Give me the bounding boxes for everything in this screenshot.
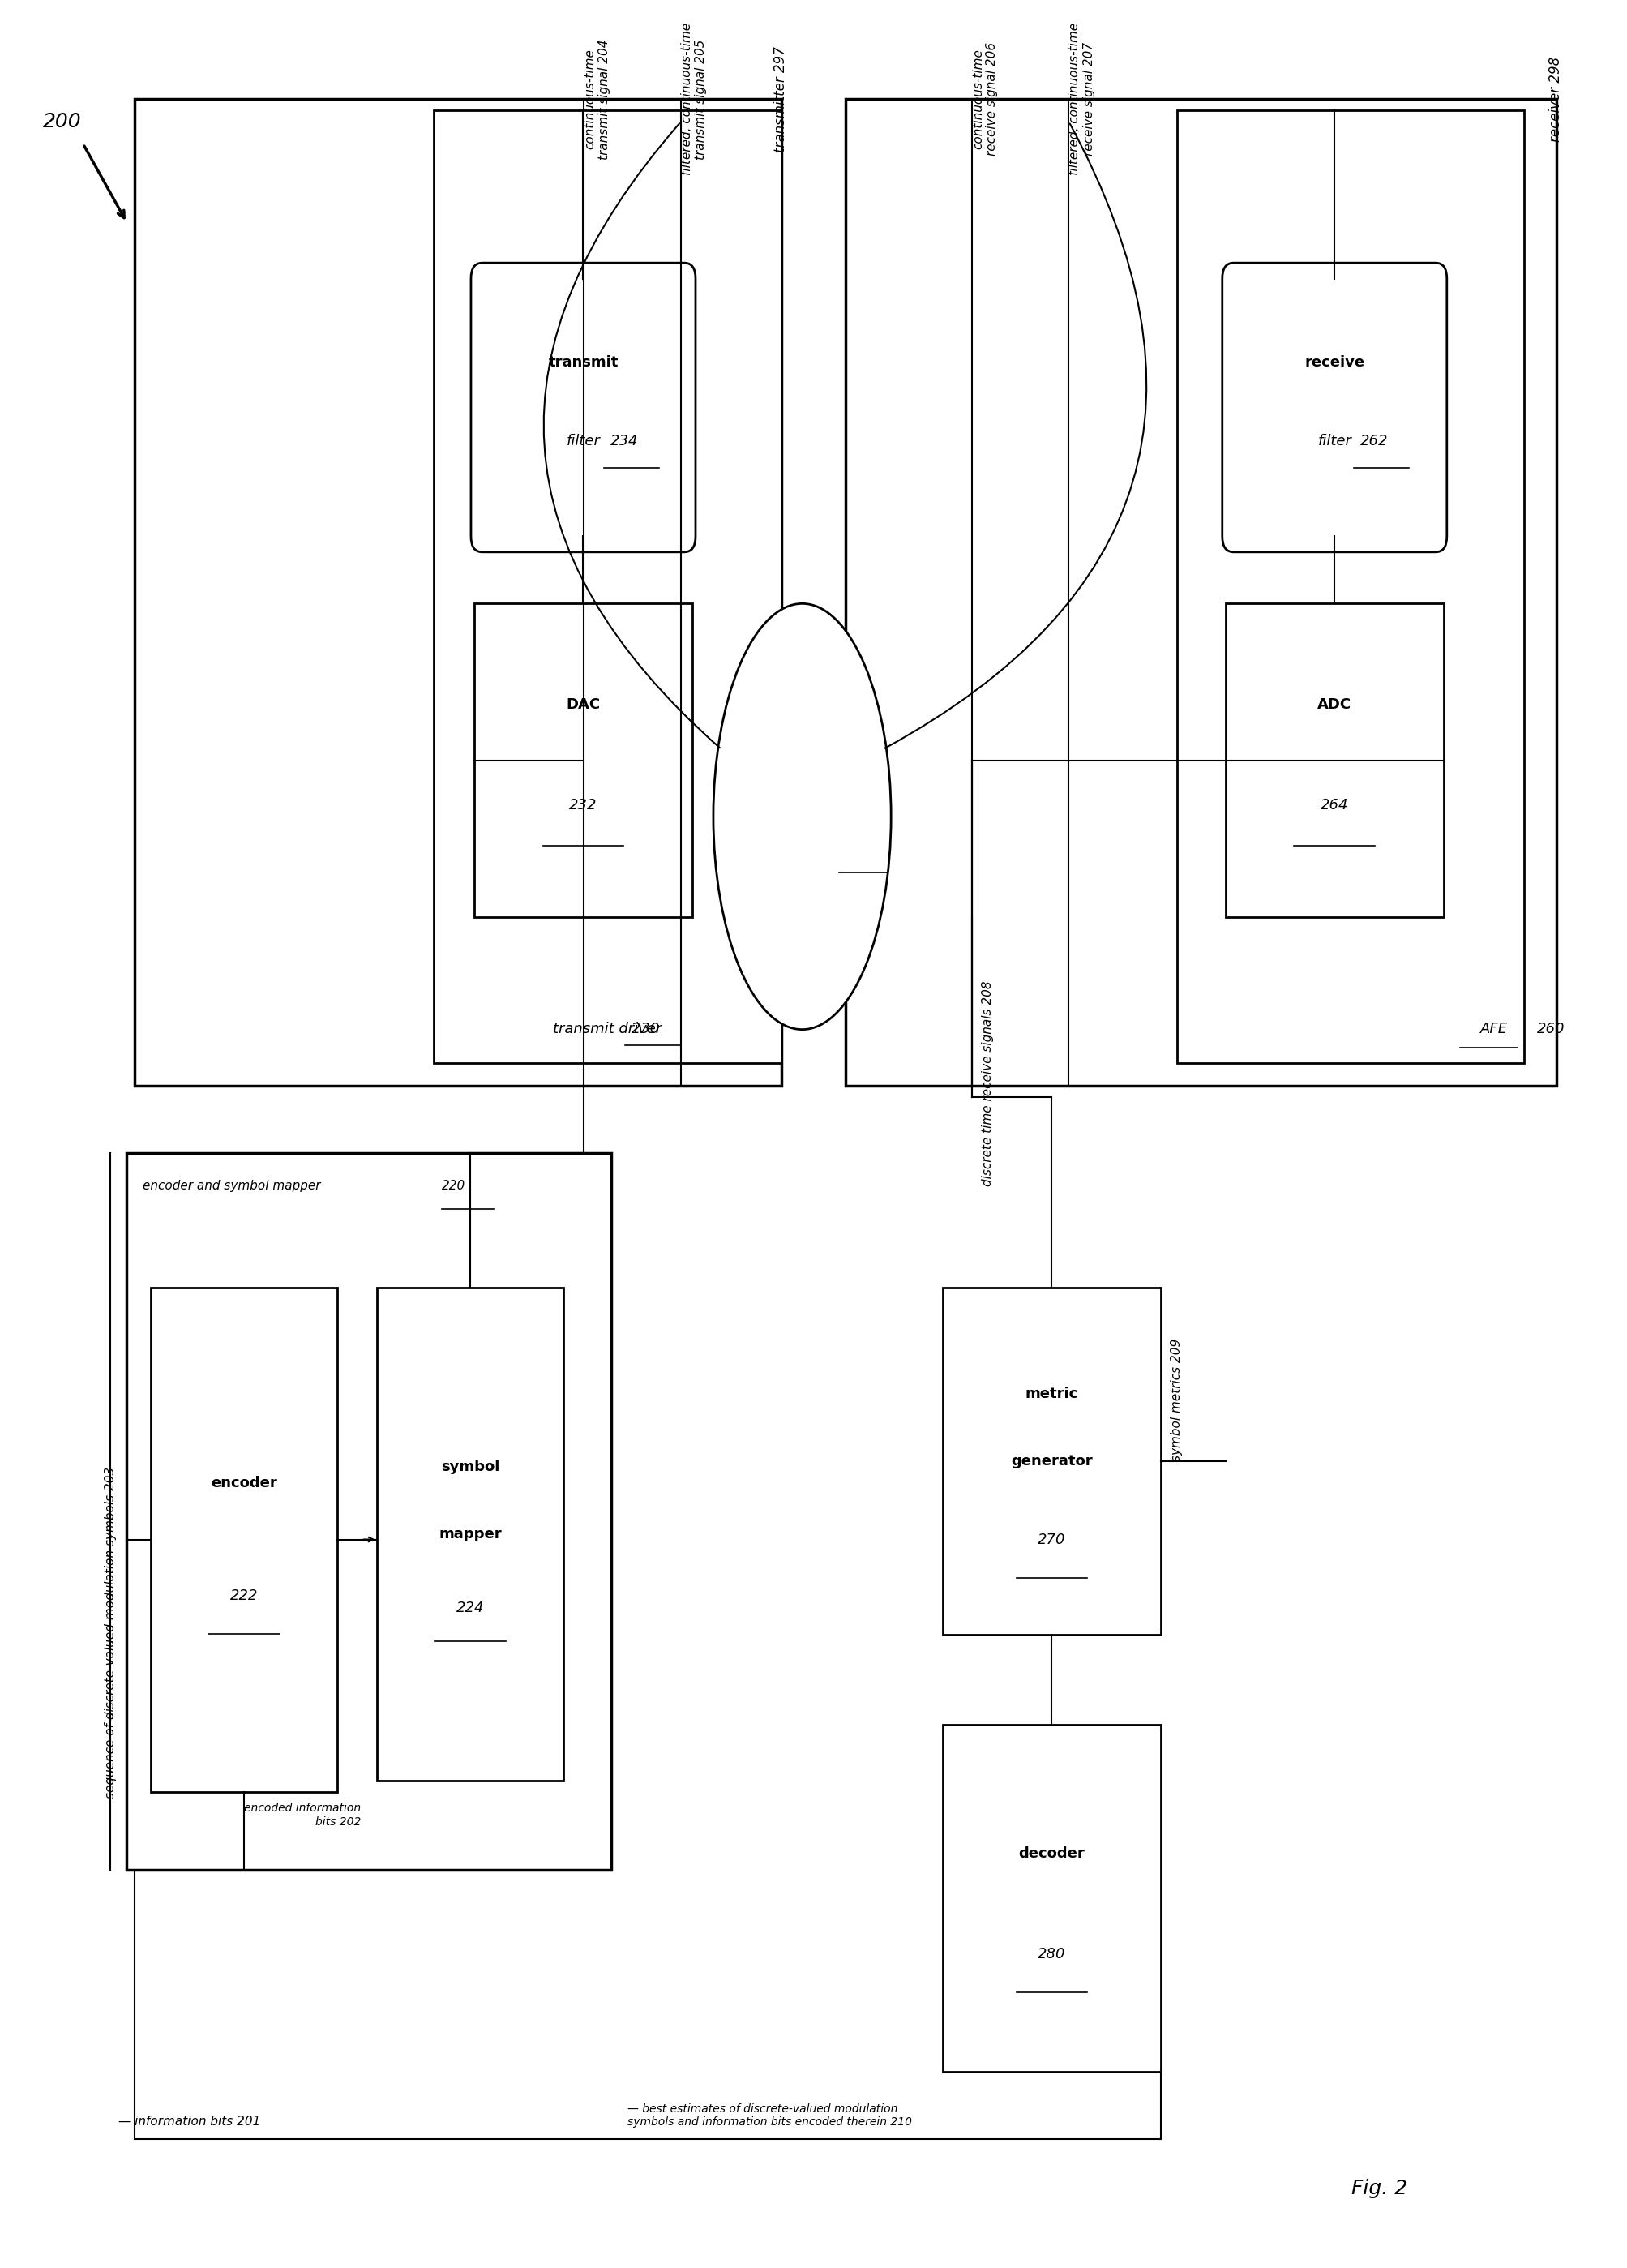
- Text: encoder: encoder: [212, 1476, 277, 1490]
- Text: 262: 262: [1360, 433, 1388, 449]
- FancyBboxPatch shape: [434, 111, 781, 1064]
- Text: sequence of discrete-valued modulation symbols 203: sequence of discrete-valued modulation s…: [104, 1467, 117, 1799]
- FancyBboxPatch shape: [942, 1288, 1162, 1635]
- Text: 280: 280: [1038, 1946, 1066, 1962]
- FancyBboxPatch shape: [377, 1288, 563, 1780]
- Ellipse shape: [713, 603, 892, 1030]
- Text: 224: 224: [456, 1601, 485, 1615]
- Text: receive: receive: [1305, 356, 1365, 370]
- Text: — information bits 201: — information bits 201: [119, 2116, 260, 2127]
- Text: ADC: ADC: [1318, 696, 1352, 712]
- FancyBboxPatch shape: [1222, 263, 1446, 551]
- Text: DAC: DAC: [566, 696, 600, 712]
- Text: 200: 200: [42, 111, 81, 132]
- Text: receiver 298: receiver 298: [1549, 57, 1564, 143]
- Text: filter: filter: [1318, 433, 1352, 449]
- Text: channel: channel: [778, 844, 827, 857]
- Text: transmitter 297: transmitter 297: [773, 45, 787, 152]
- Text: 260: 260: [1538, 1021, 1565, 1036]
- Text: encoder and symbol mapper: encoder and symbol mapper: [143, 1179, 321, 1193]
- Text: symbol metrics 209: symbol metrics 209: [1171, 1338, 1183, 1461]
- Text: 299: 299: [843, 844, 866, 857]
- FancyBboxPatch shape: [470, 263, 696, 551]
- FancyBboxPatch shape: [473, 603, 693, 919]
- Text: 264: 264: [1321, 798, 1349, 812]
- Text: 232: 232: [569, 798, 597, 812]
- FancyBboxPatch shape: [127, 1152, 612, 1871]
- Text: encoded information
bits 202: encoded information bits 202: [244, 1803, 361, 1828]
- FancyBboxPatch shape: [1176, 111, 1524, 1064]
- Text: generator: generator: [1010, 1454, 1093, 1467]
- Text: 270: 270: [1038, 1533, 1066, 1547]
- FancyBboxPatch shape: [135, 100, 781, 1086]
- Text: decoder: decoder: [1019, 1846, 1085, 1860]
- Text: AFE: AFE: [1481, 1021, 1508, 1036]
- FancyBboxPatch shape: [846, 100, 1557, 1086]
- Text: communication: communication: [748, 778, 856, 789]
- FancyBboxPatch shape: [151, 1288, 337, 1792]
- FancyBboxPatch shape: [942, 1724, 1162, 2073]
- Text: filtered, continuous-time
receive signal 207: filtered, continuous-time receive signal…: [1069, 23, 1095, 175]
- FancyBboxPatch shape: [1225, 603, 1443, 919]
- Text: filter: filter: [566, 433, 600, 449]
- Text: continuous-time
transmit signal 204: continuous-time transmit signal 204: [584, 39, 610, 159]
- Text: — best estimates of discrete-valued modulation
symbols and information bits enco: — best estimates of discrete-valued modu…: [628, 2102, 913, 2127]
- Text: filtered, continuous-time
transmit signal 205: filtered, continuous-time transmit signa…: [682, 23, 708, 175]
- Text: transmit: transmit: [548, 356, 618, 370]
- Text: transmit driver: transmit driver: [553, 1021, 662, 1036]
- Text: discrete time receive signals 208: discrete time receive signals 208: [983, 980, 994, 1186]
- Text: 220: 220: [443, 1179, 465, 1193]
- Text: continuous-time
receive signal 206: continuous-time receive signal 206: [971, 43, 997, 156]
- Text: metric: metric: [1025, 1386, 1079, 1402]
- Text: symbol: symbol: [441, 1458, 499, 1474]
- Text: 222: 222: [229, 1588, 259, 1603]
- Text: 230: 230: [626, 1021, 659, 1036]
- Text: Fig. 2: Fig. 2: [1350, 2180, 1407, 2198]
- Text: 234: 234: [610, 433, 639, 449]
- Text: mapper: mapper: [439, 1526, 501, 1542]
